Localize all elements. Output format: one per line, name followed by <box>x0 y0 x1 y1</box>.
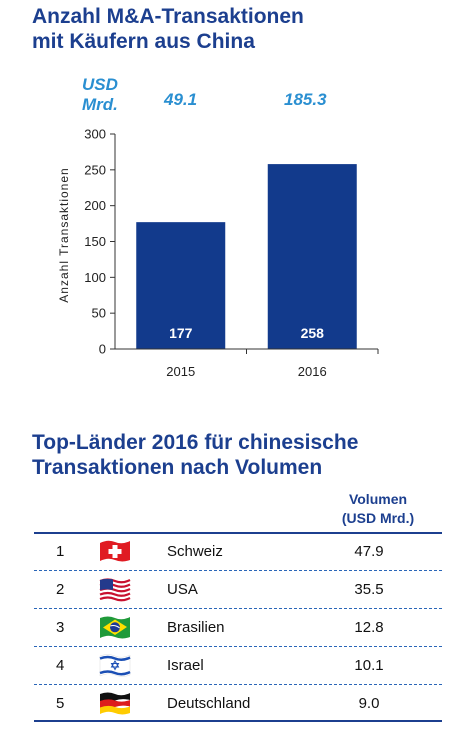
volume-header-line: (USD Mrd.) <box>341 510 415 526</box>
table-row: 1 Schweiz 47.9 <box>34 533 442 570</box>
country-cell: Israel <box>167 657 204 674</box>
chart-title: Anzahl M&A-Transaktionen mit Käufern aus… <box>32 4 304 54</box>
table-title-line: Top-Länder 2016 für chinesische <box>32 431 359 454</box>
chart-title-line: Anzahl M&A-Transaktionen <box>32 5 304 28</box>
country-cell: Deutschland <box>167 695 251 712</box>
y-tick-label: 100 <box>84 270 106 285</box>
y-axis-title: Anzahl Transaktionen <box>57 167 71 302</box>
table-title: Top-Länder 2016 für chinesische Transakt… <box>32 430 358 480</box>
row-separator <box>34 608 442 609</box>
usd-unit-label: USD Mrd. <box>82 75 118 115</box>
volume-cell: 9.0 <box>358 695 380 712</box>
row-separator <box>34 570 442 571</box>
y-tick-label: 300 <box>84 127 106 142</box>
x-tick-label: 2016 <box>298 364 327 379</box>
brazil-flag-icon <box>100 616 130 639</box>
bar-2016 <box>267 164 357 349</box>
usd-label-line: USD <box>82 75 118 94</box>
volume-column-header: Volumen (USD Mrd.) <box>328 490 428 528</box>
country-cell: USA <box>167 581 198 598</box>
bar-chart: Anzahl Transaktionen 050100150200250300 … <box>57 127 379 379</box>
y-tick-label: 200 <box>84 198 106 213</box>
rank-cell: 5 <box>56 695 65 712</box>
volume-label-2016: 185.3 <box>284 90 327 109</box>
table-top-rule <box>34 532 442 534</box>
volume-cell: 47.9 <box>354 543 384 560</box>
volume-header-line: Volumen <box>348 491 408 507</box>
table-row: 5 Deutschland 9.0 <box>34 685 442 722</box>
israel-flag-icon <box>99 654 131 677</box>
volume-cell: 35.5 <box>354 581 384 598</box>
table-row: 2 USA 35.5 <box>34 571 442 608</box>
country-cell: Brasilien <box>167 619 225 636</box>
volume-cell: 10.1 <box>354 657 384 674</box>
rank-cell: 4 <box>56 657 65 674</box>
table-row: 4 Israel 10.1 <box>34 647 442 684</box>
rank-cell: 1 <box>56 543 65 560</box>
bar-2015 <box>136 222 226 349</box>
volume-label-2015: 49.1 <box>164 90 198 109</box>
country-cell: Schweiz <box>167 543 223 560</box>
bar-data-label: 177 <box>169 325 193 341</box>
table-title-line: Transaktionen nach Volumen <box>32 456 323 479</box>
x-tick-label: 2015 <box>166 364 195 379</box>
table-row: 3 Brasilien 12.8 <box>34 609 442 646</box>
usd-label-line: Mrd. <box>82 95 118 114</box>
row-separator <box>34 646 442 647</box>
rank-cell: 2 <box>56 581 65 598</box>
germany-flag-icon <box>100 692 130 715</box>
row-separator <box>34 684 442 685</box>
switzerland-flag-icon <box>100 540 130 562</box>
table-bottom-rule <box>34 720 442 722</box>
chart-title-line: mit Käufern aus China <box>32 30 255 53</box>
usa-flag-icon <box>99 578 131 602</box>
y-tick-label: 0 <box>99 342 106 357</box>
y-tick-label: 250 <box>84 162 106 177</box>
rank-cell: 3 <box>56 619 65 636</box>
y-tick-label: 150 <box>84 234 106 249</box>
y-tick-label: 50 <box>92 306 106 321</box>
volume-cell: 12.8 <box>354 619 384 636</box>
bar-data-label: 258 <box>301 325 325 341</box>
